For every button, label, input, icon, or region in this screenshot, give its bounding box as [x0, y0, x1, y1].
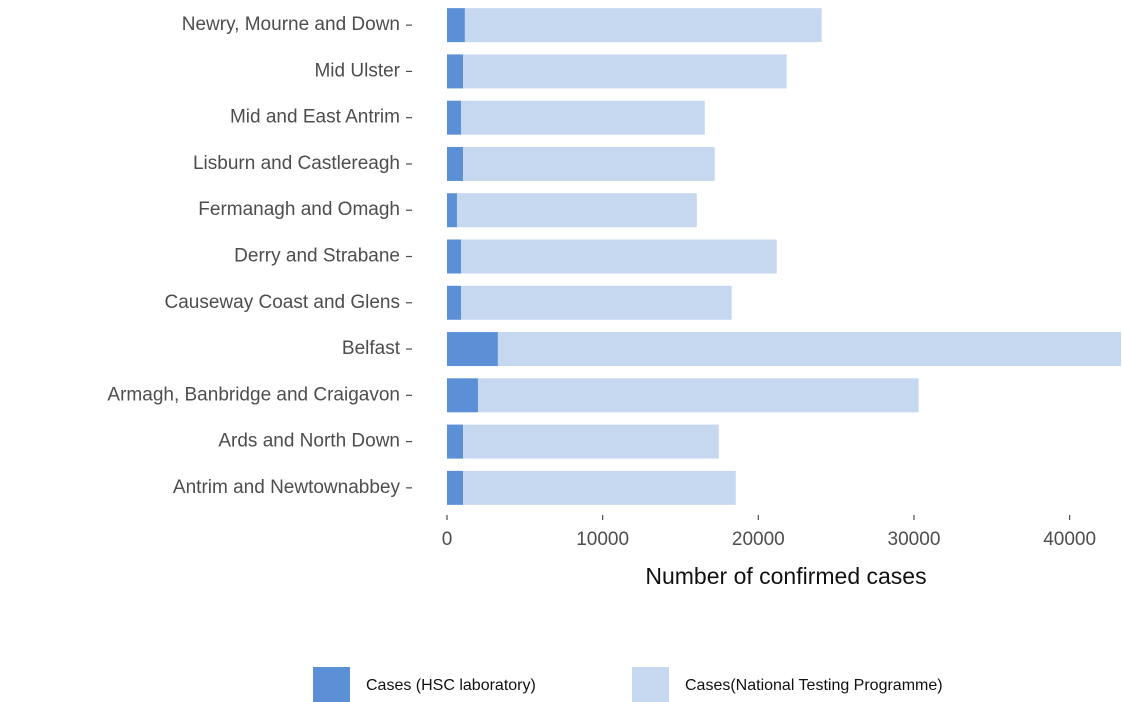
x-tick-label: 0	[442, 529, 453, 550]
bar-segment	[447, 285, 462, 320]
bar-segment	[447, 378, 478, 413]
bar-segment	[463, 146, 715, 181]
bar-segment	[464, 8, 822, 43]
x-tick-label: 40000	[1043, 529, 1096, 550]
y-tick-label: Antrim and Newtownabbey	[173, 477, 401, 498]
bar-segment	[447, 332, 498, 367]
legend-label: Cases (HSC laboratory)	[366, 677, 536, 694]
bar-segment	[447, 146, 464, 181]
bar-segment	[463, 54, 787, 89]
y-tick-label: Ards and North Down	[218, 431, 400, 452]
bar-segment	[447, 424, 464, 459]
bar-segment	[447, 8, 465, 43]
y-tick-label: Causeway Coast and Glens	[164, 292, 400, 313]
x-tick-label: 20000	[732, 529, 785, 550]
bar-segment	[447, 470, 464, 505]
bar-segment	[461, 285, 732, 320]
y-tick-label: Lisburn and Castlereagh	[193, 153, 400, 174]
bar-segment	[456, 193, 697, 228]
y-tick-label: Mid Ulster	[314, 60, 400, 81]
bar-segment	[461, 239, 777, 274]
y-tick-label: Belfast	[342, 338, 401, 359]
bar-segment	[447, 239, 462, 274]
x-tick-label: 10000	[576, 529, 629, 550]
bar-segment	[497, 332, 1121, 367]
x-axis-title: Number of confirmed cases	[645, 563, 926, 589]
bar-segment	[463, 424, 719, 459]
bar-segment	[447, 100, 462, 135]
y-tick-label: Newry, Mourne and Down	[182, 14, 400, 35]
bar-segment	[477, 378, 919, 413]
y-tick-label: Armagh, Banbridge and Craigavon	[107, 384, 400, 405]
bar-segment	[447, 193, 457, 228]
x-tick-label: 30000	[888, 529, 941, 550]
legend-swatch	[313, 667, 350, 702]
bar-segment	[461, 100, 705, 135]
y-tick-label: Mid and East Antrim	[230, 107, 400, 128]
legend-swatch	[632, 667, 669, 702]
bar-segment	[463, 470, 736, 505]
legend-label: Cases(National Testing Programme)	[685, 677, 943, 694]
bar-segment	[447, 54, 464, 89]
y-tick-label: Fermanagh and Omagh	[198, 199, 400, 220]
y-tick-label: Derry and Strabane	[234, 246, 400, 267]
